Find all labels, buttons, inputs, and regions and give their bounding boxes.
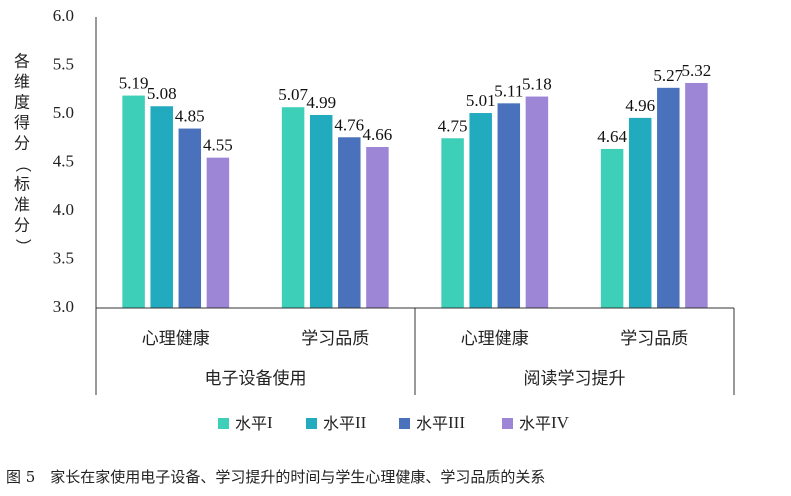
y-axis-title-char: 得: [14, 113, 30, 132]
bar: [366, 146, 389, 308]
x-category-label: 学习品质: [301, 329, 369, 349]
data-label: 4.55: [203, 136, 233, 155]
y-tick-label: 3.0: [53, 297, 74, 316]
figure-caption: 图 5 家长在家使用电子设备、学习提升的时间与学生心理健康、学习品质的关系: [6, 468, 546, 486]
x-group-label: 阅读学习提升: [524, 369, 626, 389]
data-label: 4.96: [625, 96, 655, 115]
bar: [441, 138, 464, 308]
legend-label: 水平I: [235, 413, 273, 433]
y-tick-label: 3.5: [53, 248, 74, 267]
data-label: 5.11: [494, 81, 523, 100]
y-axis-title-char: 度: [14, 93, 30, 112]
y-axis-title-char: ）: [14, 238, 33, 254]
y-axis-title-char: （: [14, 156, 33, 172]
x-group-label: 电子设备使用: [205, 368, 307, 389]
x-category-label: 心理健康: [461, 329, 529, 349]
bar: [525, 96, 549, 308]
data-label: 5.19: [119, 74, 149, 93]
legend-swatch: [306, 418, 317, 429]
legend: 水平I 水平II 水平III 水平IV: [218, 413, 570, 433]
legend-item: 水平IV: [502, 413, 570, 433]
y-axis-title-char: 各: [14, 52, 30, 71]
data-label: 5.27: [653, 66, 683, 85]
legend-item: 水平I: [218, 413, 273, 433]
y-tick-label: 5.0: [53, 103, 74, 122]
data-label: 4.85: [175, 107, 205, 126]
y-axis-title-char: 分: [14, 134, 30, 153]
y-axis-title-char: 准: [14, 195, 30, 214]
y-axis-title-char: 分: [14, 216, 30, 235]
legend-item: 水平II: [306, 413, 367, 433]
data-label: 4.64: [597, 127, 627, 146]
bar: [122, 95, 145, 308]
bar: [628, 117, 652, 308]
bar: [281, 107, 305, 309]
legend-swatch: [218, 418, 229, 429]
data-label: 4.75: [438, 116, 468, 135]
legend-swatch: [502, 418, 513, 429]
y-axis-title-char: 维: [14, 72, 30, 91]
data-label: 4.66: [363, 125, 393, 144]
bar: [150, 106, 173, 309]
y-axis-ticks: 3.0 3.5 4.0 4.5 5.0 5.5 6.0: [53, 6, 74, 316]
bar: [600, 148, 624, 308]
data-label: 5.01: [466, 91, 496, 110]
legend-label: 水平II: [323, 413, 367, 433]
data-label: 5.07: [278, 85, 308, 104]
data-label: 5.18: [522, 75, 552, 94]
y-tick-label: 5.5: [53, 54, 74, 73]
bar: [469, 113, 492, 308]
y-tick-label: 4.5: [53, 151, 74, 170]
bar: [657, 87, 680, 308]
y-tick-label: 6.0: [53, 6, 74, 25]
bar: [206, 157, 230, 308]
legend-item: 水平III: [399, 413, 465, 433]
data-label: 5.32: [682, 61, 712, 80]
legend-label: 水平IV: [519, 413, 570, 433]
data-label: 5.08: [147, 84, 177, 103]
bar: [497, 103, 521, 308]
bar: [338, 137, 361, 308]
bar: [685, 82, 708, 309]
y-tick-label: 4.0: [53, 200, 74, 219]
data-label: 4.76: [334, 115, 364, 134]
data-label: 4.99: [306, 93, 336, 112]
data-labels: 5.19 5.07 4.75 4.64 5.08 4.99 5.01 4.96 4.85 4.76…: [119, 61, 712, 155]
legend-label: 水平III: [416, 413, 465, 433]
x-category-label: 心理健康: [142, 329, 210, 349]
y-axis-title-char: 标: [14, 175, 30, 194]
legend-swatch: [399, 418, 410, 429]
bars: [122, 82, 708, 309]
x-category-label: 学习品质: [620, 329, 688, 349]
bar: [178, 128, 202, 308]
bar: [309, 114, 333, 308]
